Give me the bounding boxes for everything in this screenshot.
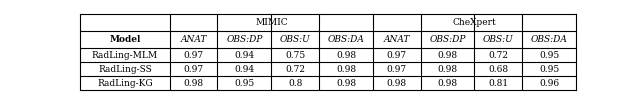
Text: 0.97: 0.97 [387,65,407,74]
Text: RadLing-KG: RadLing-KG [97,79,153,88]
Text: 0.95: 0.95 [234,79,255,88]
Text: RadLing-SS: RadLing-SS [98,65,152,74]
Text: Model: Model [109,35,141,44]
Text: 0.94: 0.94 [234,51,255,60]
Text: OBS:DA: OBS:DA [531,35,568,44]
Text: 0.98: 0.98 [184,79,204,88]
Text: 0.98: 0.98 [387,79,407,88]
Text: 0.97: 0.97 [387,51,407,60]
Text: 0.72: 0.72 [488,51,508,60]
Text: MIMIC: MIMIC [255,18,288,27]
Text: 0.96: 0.96 [539,79,559,88]
Text: OBS:U: OBS:U [483,35,514,44]
Text: ANAT: ANAT [383,35,410,44]
Text: 0.97: 0.97 [184,51,204,60]
Text: OBS:U: OBS:U [280,35,310,44]
Text: 0.95: 0.95 [539,51,559,60]
Text: OBS:DP: OBS:DP [429,35,466,44]
Text: 0.98: 0.98 [438,51,458,60]
Text: 0.72: 0.72 [285,65,305,74]
Text: 0.97: 0.97 [184,65,204,74]
Text: OBS:DA: OBS:DA [328,35,364,44]
Text: 0.75: 0.75 [285,51,305,60]
Text: 0.94: 0.94 [234,65,255,74]
Text: 0.98: 0.98 [438,79,458,88]
Text: 0.98: 0.98 [336,51,356,60]
Text: 0.95: 0.95 [539,65,559,74]
Text: 0.98: 0.98 [336,65,356,74]
Text: 0.98: 0.98 [438,65,458,74]
Text: 0.68: 0.68 [488,65,508,74]
Text: OBS:DP: OBS:DP [227,35,262,44]
Text: 0.81: 0.81 [488,79,508,88]
Text: 0.98: 0.98 [336,79,356,88]
Text: CheXpert: CheXpert [452,18,497,27]
Text: RadLing-MLM: RadLing-MLM [92,51,158,60]
Text: 0.8: 0.8 [288,79,303,88]
Text: ANAT: ANAT [180,35,207,44]
